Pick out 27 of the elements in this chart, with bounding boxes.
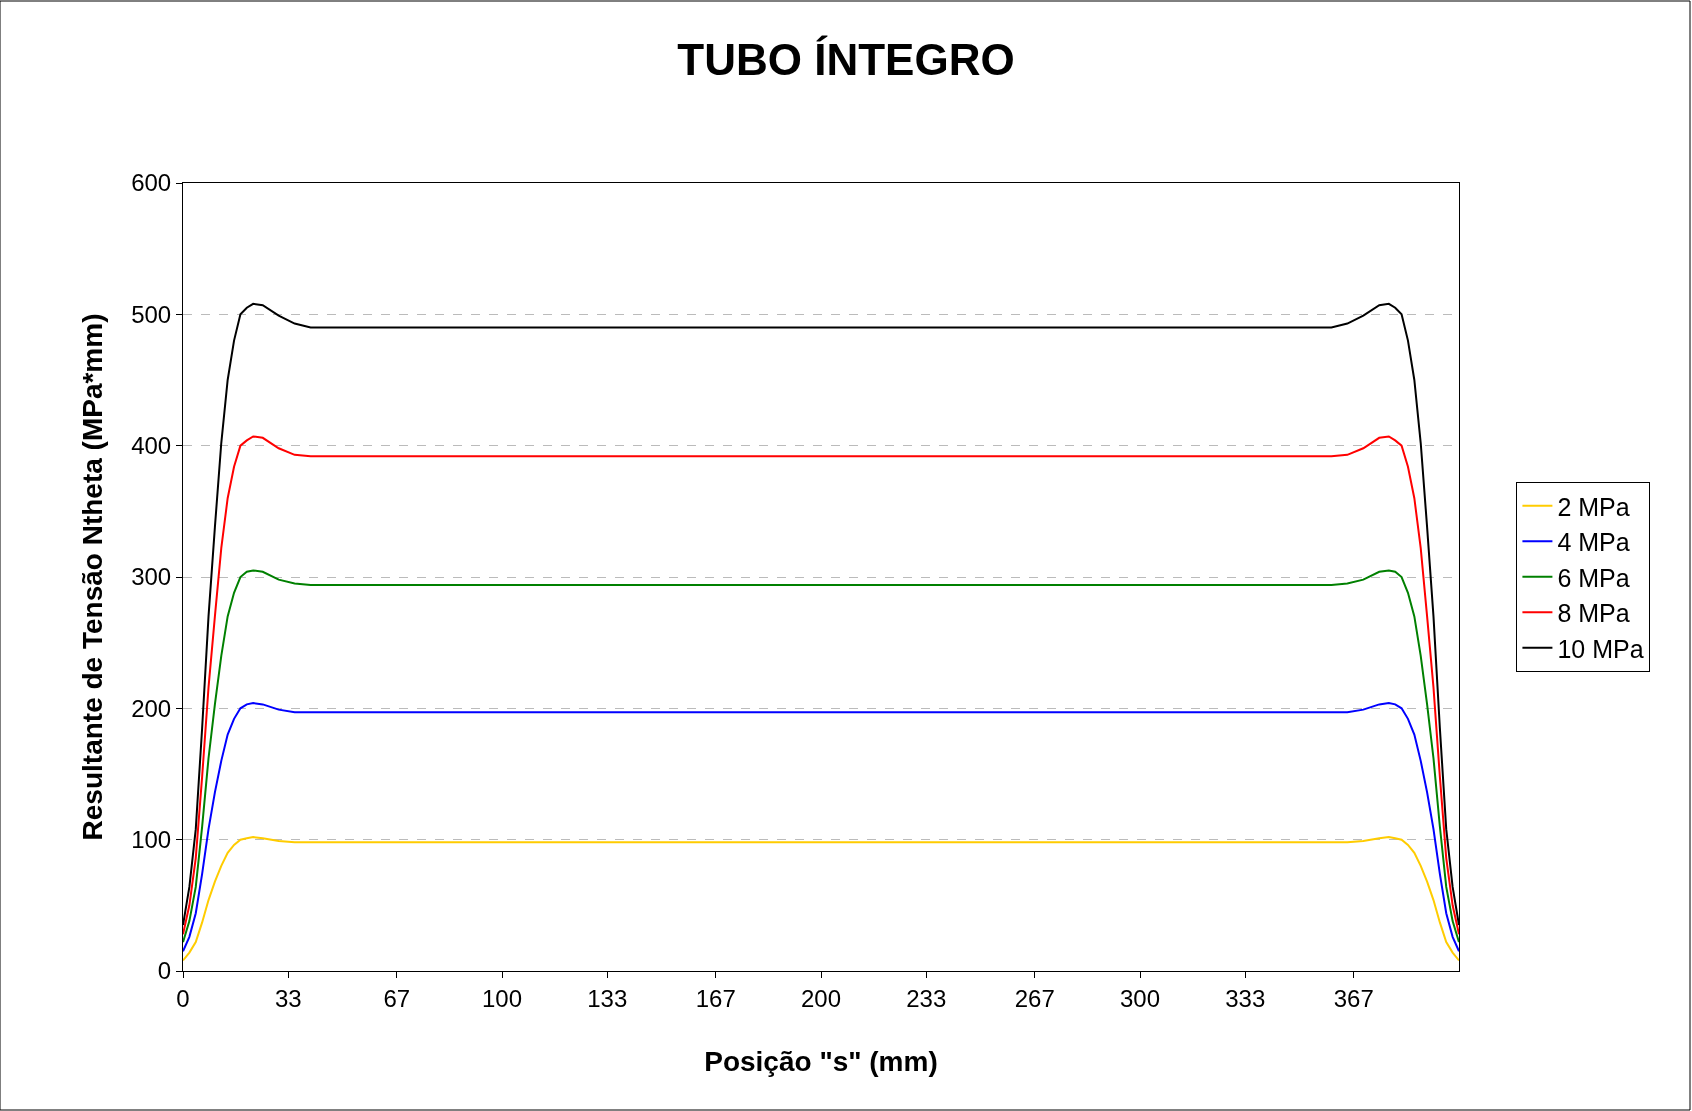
x-tick-label: 100 xyxy=(481,984,523,1012)
x-axis-title: Posição "s" (mm) xyxy=(704,1045,938,1077)
y-axis-title: Resultante de Tensão Ntheta (MPa*mm) xyxy=(76,313,108,841)
y-tick-label: 400 xyxy=(131,432,172,460)
y-tick-label: 600 xyxy=(131,169,172,197)
x-tick-label: 333 xyxy=(1225,984,1266,1012)
y-tick-label: 500 xyxy=(131,300,172,328)
y-tick-label: 300 xyxy=(131,563,172,591)
y-tick-label: 0 xyxy=(157,957,172,985)
y-tick-label: 100 xyxy=(131,826,172,854)
x-tick-label: 0 xyxy=(176,984,190,1012)
x-tick-label: 167 xyxy=(695,984,736,1012)
x-tick-label: 133 xyxy=(587,984,628,1012)
legend-label: 10 MPa xyxy=(1557,634,1644,663)
x-tick-label: 67 xyxy=(383,984,411,1012)
x-tick-label: 33 xyxy=(274,984,302,1012)
chart-title: TUBO ÍNTEGRO xyxy=(677,35,1015,85)
legend-label: 4 MPa xyxy=(1557,528,1630,556)
x-tick-label: 267 xyxy=(1014,984,1055,1012)
legend-label: 8 MPa xyxy=(1557,599,1630,627)
x-tick-label: 300 xyxy=(1119,984,1161,1012)
x-tick-label: 367 xyxy=(1333,984,1374,1012)
x-tick-label: 233 xyxy=(906,984,947,1012)
y-tick-label: 200 xyxy=(131,694,172,722)
legend-label: 6 MPa xyxy=(1557,563,1630,592)
legend-label: 2 MPa xyxy=(1557,492,1630,521)
x-tick-label: 200 xyxy=(800,984,842,1012)
